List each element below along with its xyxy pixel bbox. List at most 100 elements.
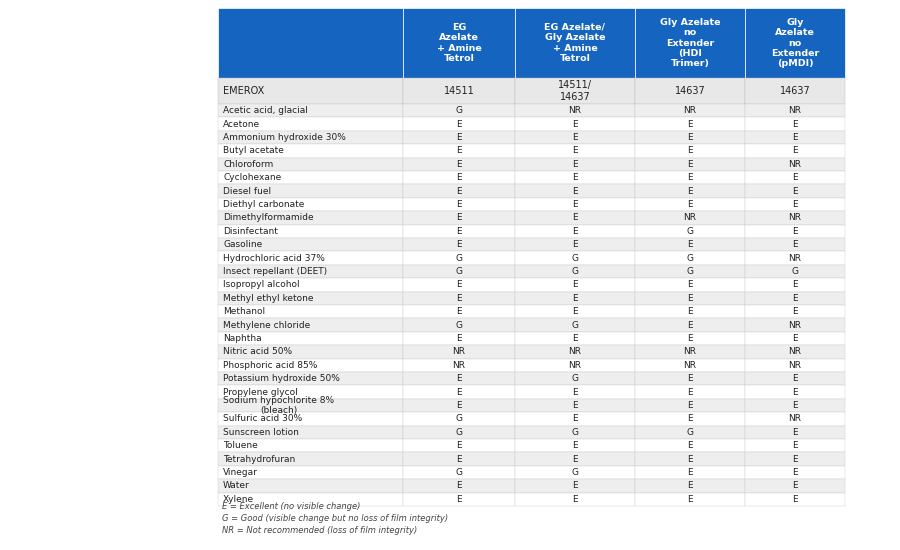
Text: E: E	[572, 133, 578, 142]
Bar	[403, 399, 515, 412]
Text: E: E	[792, 441, 797, 450]
Bar	[745, 439, 845, 453]
Text: G: G	[687, 254, 694, 262]
Bar	[403, 493, 515, 506]
Text: E: E	[572, 227, 578, 236]
Bar	[745, 493, 845, 506]
Text: G: G	[455, 267, 463, 276]
Text: E: E	[688, 468, 693, 477]
Text: E: E	[572, 200, 578, 209]
Text: 14637: 14637	[675, 86, 706, 96]
Text: G: G	[455, 321, 463, 329]
Bar	[403, 439, 515, 453]
Bar	[403, 332, 515, 345]
Text: E: E	[456, 481, 462, 491]
Bar	[515, 426, 635, 439]
Bar	[745, 104, 845, 117]
Bar	[218, 426, 403, 439]
Text: E: E	[456, 133, 462, 142]
Bar	[403, 158, 515, 171]
Bar	[218, 104, 403, 117]
Bar	[218, 184, 403, 198]
Bar	[515, 171, 635, 184]
Bar	[745, 198, 845, 211]
Bar	[218, 318, 403, 332]
Text: Methyl ethyl ketone: Methyl ethyl ketone	[223, 294, 313, 303]
Bar	[635, 8, 745, 78]
Bar	[218, 8, 403, 78]
Bar	[403, 386, 515, 399]
Bar	[515, 158, 635, 171]
Text: NR: NR	[683, 106, 697, 115]
Bar	[403, 345, 515, 359]
Bar	[515, 372, 635, 386]
Text: E: E	[792, 227, 797, 236]
Bar	[745, 318, 845, 332]
Text: Sunscreen lotion: Sunscreen lotion	[223, 428, 299, 437]
Text: E: E	[688, 160, 693, 169]
Text: E: E	[572, 280, 578, 289]
Text: E: E	[792, 388, 797, 397]
Text: G: G	[687, 227, 694, 236]
Text: G: G	[572, 428, 579, 437]
Bar	[515, 332, 635, 345]
Text: E: E	[688, 240, 693, 249]
Bar	[218, 171, 403, 184]
Text: G: G	[572, 468, 579, 477]
Bar	[403, 372, 515, 386]
Text: G: G	[687, 428, 694, 437]
Text: E: E	[792, 334, 797, 343]
Bar	[515, 117, 635, 131]
Bar	[515, 211, 635, 224]
Bar	[218, 439, 403, 453]
Bar	[745, 158, 845, 171]
Text: E: E	[572, 401, 578, 410]
Text: E: E	[456, 119, 462, 129]
Text: Phosphoric acid 85%: Phosphoric acid 85%	[223, 361, 318, 370]
Text: Hydrochloric acid 37%: Hydrochloric acid 37%	[223, 254, 325, 262]
Text: Gly
Azelate
no
Extender
(pMDI): Gly Azelate no Extender (pMDI)	[771, 18, 819, 68]
Text: Toluene: Toluene	[223, 441, 257, 450]
Bar	[403, 479, 515, 493]
Text: E: E	[572, 173, 578, 182]
Text: NR: NR	[788, 106, 802, 115]
Bar	[403, 251, 515, 265]
Text: E: E	[572, 455, 578, 464]
Text: E: E	[792, 294, 797, 303]
Text: E: E	[792, 468, 797, 477]
Text: Naphtha: Naphtha	[223, 334, 262, 343]
Text: E = Excellent (no visible change): E = Excellent (no visible change)	[222, 502, 360, 511]
Bar	[745, 184, 845, 198]
Bar	[635, 305, 745, 318]
Bar	[635, 238, 745, 251]
Text: G: G	[455, 106, 463, 115]
Text: E: E	[456, 227, 462, 236]
Bar	[745, 251, 845, 265]
Text: G: G	[455, 468, 463, 477]
Bar	[403, 453, 515, 466]
Text: E: E	[456, 441, 462, 450]
Bar	[403, 171, 515, 184]
Bar	[515, 184, 635, 198]
Text: Nitric acid 50%: Nitric acid 50%	[223, 348, 292, 356]
Bar	[745, 426, 845, 439]
Bar	[635, 359, 745, 372]
Text: E: E	[456, 240, 462, 249]
Bar	[403, 8, 515, 78]
Text: NR: NR	[788, 213, 802, 222]
Bar	[635, 265, 745, 278]
Text: Cyclohexane: Cyclohexane	[223, 173, 281, 182]
Bar	[403, 131, 515, 144]
Bar	[218, 305, 403, 318]
Text: Propylene glycol: Propylene glycol	[223, 388, 298, 397]
Text: E: E	[456, 186, 462, 196]
Bar	[218, 466, 403, 479]
Bar	[403, 305, 515, 318]
Bar	[745, 8, 845, 78]
Text: NR = Not recommended (loss of film integrity): NR = Not recommended (loss of film integ…	[222, 526, 418, 535]
Text: G: G	[572, 254, 579, 262]
Text: Sodium hypochlorite 8%
(bleach): Sodium hypochlorite 8% (bleach)	[223, 396, 334, 415]
Bar	[218, 453, 403, 466]
Text: E: E	[572, 119, 578, 129]
Text: E: E	[688, 200, 693, 209]
